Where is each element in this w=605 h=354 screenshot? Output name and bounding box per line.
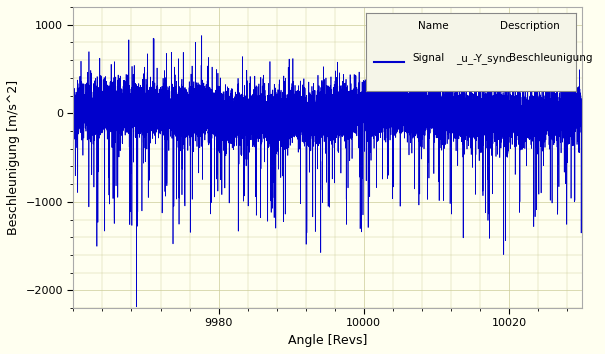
- Y-axis label: Beschleunigung [m/s^2]: Beschleunigung [m/s^2]: [7, 80, 20, 235]
- X-axis label: Angle [Revs]: Angle [Revs]: [288, 334, 367, 347]
